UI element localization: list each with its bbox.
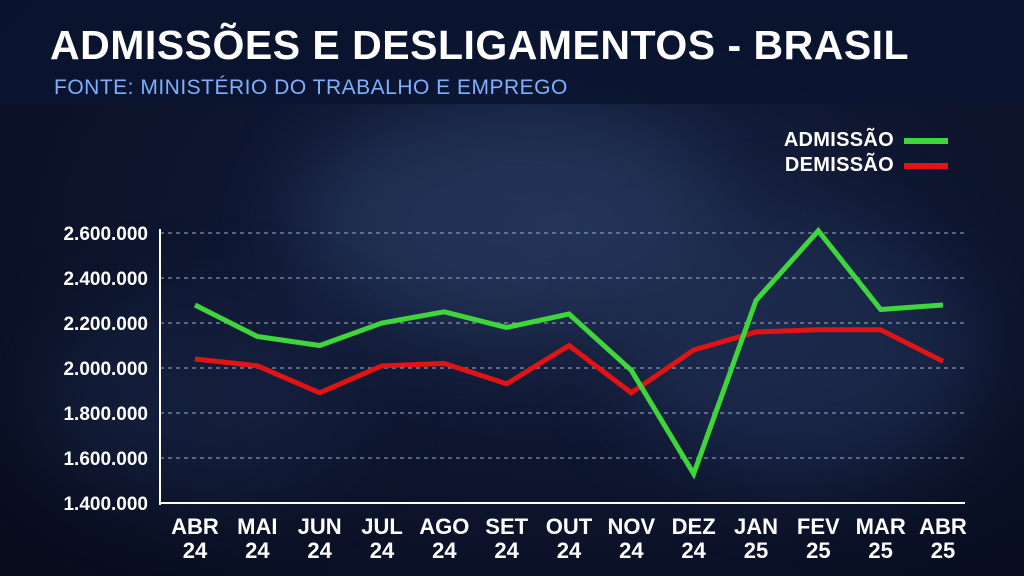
- x-tick-label-month: MAR: [856, 514, 906, 539]
- x-tick-label-year: 24: [183, 538, 208, 563]
- y-tick-label: 2.200.000: [63, 314, 148, 335]
- source-subtitle: FONTE: MINISTÉRIO DO TRABALHO E EMPREGO: [54, 76, 568, 99]
- legend-label-demissao: DEMISSÃO: [784, 154, 894, 176]
- x-tick-label-year: 24: [370, 538, 395, 563]
- series-line-demissao: [194, 327, 945, 396]
- x-tick-label-year: 24: [494, 538, 519, 563]
- x-tick-label-year: 24: [619, 538, 644, 563]
- x-tick-label-year: 25: [744, 538, 768, 563]
- x-tick-label-month: FEV: [797, 514, 840, 539]
- x-tick-label-month: ABR: [171, 514, 219, 539]
- x-tick-label-year: 24: [245, 538, 270, 563]
- x-tick-label-month: JAN: [734, 514, 778, 539]
- header-bar: ADMISSÕES E DESLIGAMENTOS - BRASIL FONTE…: [0, 0, 1024, 104]
- x-tick-label-year: 25: [806, 538, 830, 563]
- chart-legend: ADMISSÃO DEMISSÃO: [784, 128, 948, 178]
- background-blur-shape: [40, 300, 360, 500]
- page-title: ADMISSÕES E DESLIGAMENTOS - BRASIL: [50, 22, 910, 68]
- legend-label-admissao: ADMISSÃO: [783, 129, 894, 151]
- x-tick-label-month: ABR: [919, 514, 967, 539]
- y-tick-label: 2.400.000: [63, 269, 148, 290]
- legend-swatch-admissao: [904, 137, 948, 144]
- legend-item-demissao: DEMISSÃO: [784, 153, 948, 178]
- x-tick-label-year: 25: [868, 538, 892, 563]
- x-tick-label-year: 25: [931, 538, 955, 563]
- x-tick-label-month: OUT: [546, 514, 593, 539]
- x-tick-label-month: JUN: [298, 514, 342, 539]
- x-tick-label-year: 24: [432, 538, 457, 563]
- legend-item-admissao: ADMISSÃO: [784, 128, 948, 153]
- x-tick-label-month: SET: [485, 514, 528, 539]
- x-tick-label-month: DEZ: [672, 514, 716, 539]
- y-tick-label: 1.800.000: [63, 404, 148, 425]
- x-tick-label-year: 24: [681, 538, 706, 563]
- x-tick-label-month: AGO: [419, 514, 469, 539]
- legend-swatch-demissao: [904, 162, 948, 169]
- x-tick-label-month: MAI: [237, 514, 277, 539]
- x-tick-label-month: JUL: [361, 514, 403, 539]
- y-tick-label: 1.400.000: [63, 494, 148, 515]
- x-tick-label-month: NOV: [607, 514, 655, 539]
- y-tick-label: 1.600.000: [63, 449, 148, 470]
- x-tick-label-year: 24: [307, 538, 332, 563]
- series-line-admissao: [193, 226, 944, 480]
- y-tick-label: 2.600.000: [63, 224, 148, 245]
- x-tick-label-year: 24: [557, 538, 582, 563]
- y-tick-label: 2.000.000: [63, 359, 148, 380]
